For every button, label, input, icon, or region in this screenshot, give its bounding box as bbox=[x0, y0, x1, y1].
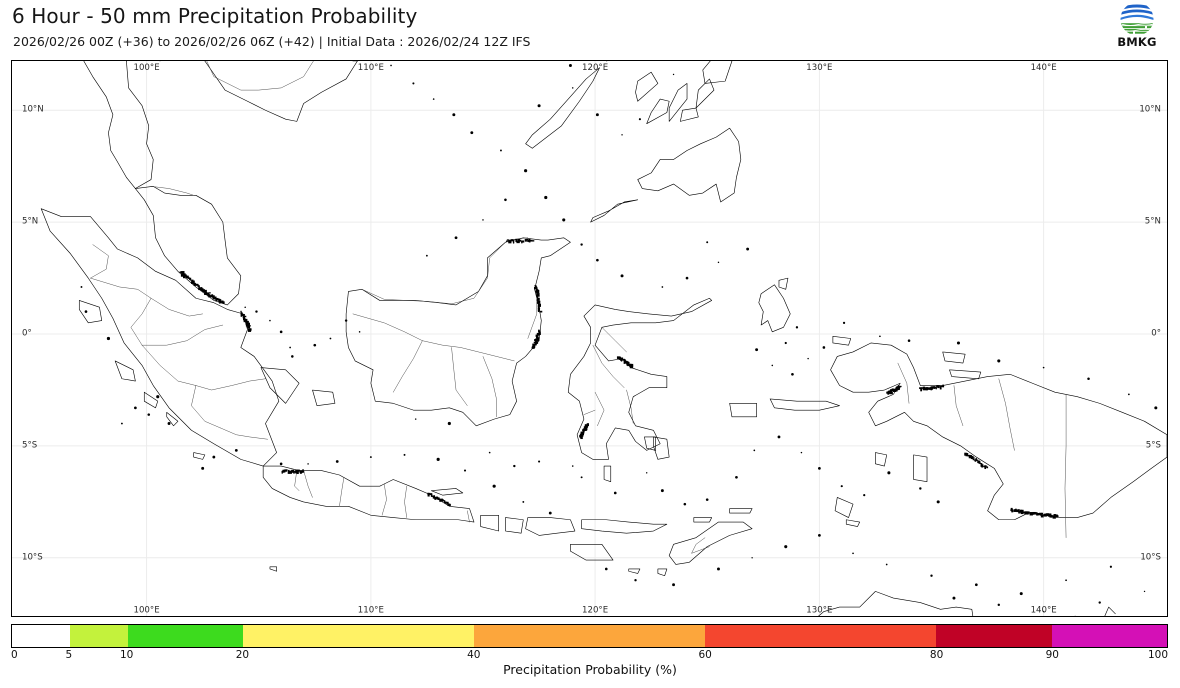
colorbar-segment-5-10[interactable] bbox=[70, 625, 128, 647]
lat-label-left-3: 5°S bbox=[22, 442, 37, 451]
lon-label-top-130: 130°E bbox=[806, 64, 832, 73]
map-coastlines bbox=[12, 61, 1167, 616]
lon-label-bottom-100: 100°E bbox=[133, 606, 159, 615]
colorbar-segment-10-20[interactable] bbox=[128, 625, 244, 647]
page-subtitle: 2026/02/26 00Z (+36) to 2026/02/26 06Z (… bbox=[13, 34, 530, 49]
lat-label-right-3: 5°S bbox=[1146, 442, 1161, 451]
lat-label-right-1: 5°N bbox=[1145, 218, 1161, 227]
lon-label-top-100: 100°E bbox=[133, 64, 159, 73]
lon-label-bottom-130: 130°E bbox=[806, 606, 832, 615]
lat-label-left-1: 5°N bbox=[22, 218, 38, 227]
colorbar-tick-90: 90 bbox=[1046, 649, 1059, 661]
lon-label-top-110: 110°E bbox=[358, 64, 384, 73]
lat-label-right-2: 0° bbox=[1151, 330, 1161, 339]
colorbar-tick-80: 80 bbox=[930, 649, 943, 661]
colorbar-label: Precipitation Probability (%) bbox=[0, 662, 1180, 677]
map-frame[interactable]: 100°E 100°E 110°E 110°E 120°E 120°E 130°E 130°E… bbox=[11, 60, 1168, 617]
colorbar-segment-40-60[interactable] bbox=[474, 625, 705, 647]
lon-label-bottom-110: 110°E bbox=[358, 606, 384, 615]
colorbar-segment-80-90[interactable] bbox=[936, 625, 1052, 647]
lat-label-left-2: 0° bbox=[22, 330, 32, 339]
lon-label-bottom-140: 140°E bbox=[1031, 606, 1057, 615]
colorbar-ticks: 0 5 10 20 40 60 80 90 100 bbox=[11, 649, 1168, 663]
lon-label-top-140: 140°E bbox=[1031, 64, 1057, 73]
lat-label-left-4: 10°S bbox=[22, 554, 43, 563]
colorbar[interactable] bbox=[11, 624, 1168, 648]
forecast-map-page: 6 Hour - 50 mm Precipitation Probability… bbox=[0, 0, 1180, 688]
colorbar-tick-100: 100 bbox=[1148, 649, 1168, 661]
bmkg-logo-text: BMKG bbox=[1104, 35, 1170, 49]
lat-label-right-0: 10°N bbox=[1139, 106, 1161, 115]
colorbar-tick-10: 10 bbox=[120, 649, 133, 661]
lat-label-right-4: 10°S bbox=[1140, 554, 1161, 563]
colorbar-tick-20: 20 bbox=[236, 649, 249, 661]
colorbar-tick-60: 60 bbox=[699, 649, 712, 661]
lon-label-top-120: 120°E bbox=[582, 64, 608, 73]
colorbar-segment-0-5[interactable] bbox=[12, 625, 70, 647]
bmkg-emblem-icon bbox=[1116, 2, 1158, 36]
colorbar-tick-40: 40 bbox=[467, 649, 480, 661]
lon-label-bottom-120: 120°E bbox=[582, 606, 608, 615]
map-canvas[interactable]: 100°E 100°E 110°E 110°E 120°E 120°E 130°E 130°E… bbox=[12, 61, 1167, 616]
bmkg-logo: BMKG bbox=[1104, 2, 1170, 54]
page-title: 6 Hour - 50 mm Precipitation Probability bbox=[12, 4, 417, 28]
colorbar-tick-0: 0 bbox=[11, 649, 18, 661]
colorbar-tick-5: 5 bbox=[66, 649, 73, 661]
colorbar-segment-20-40[interactable] bbox=[243, 625, 474, 647]
lat-label-left-0: 10°N bbox=[22, 106, 44, 115]
colorbar-segment-90-100[interactable] bbox=[1052, 625, 1168, 647]
colorbar-segment-60-80[interactable] bbox=[705, 625, 936, 647]
